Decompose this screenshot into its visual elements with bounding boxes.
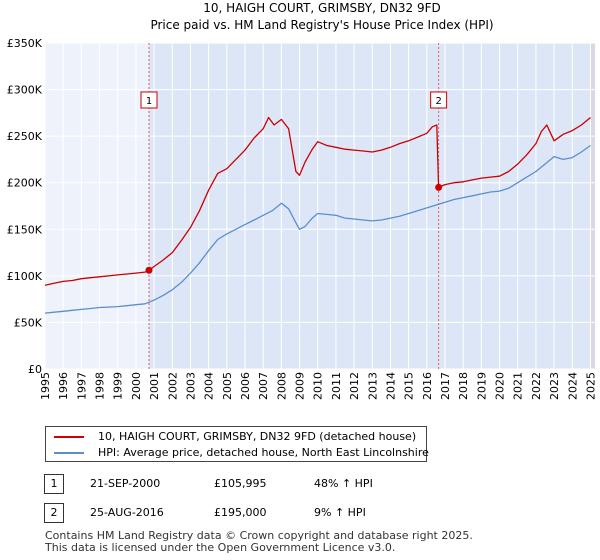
x-tick-label: 2000 — [130, 372, 143, 400]
x-tick-label: 1997 — [75, 372, 88, 400]
x-tick-label: 1996 — [57, 372, 70, 400]
x-tick-label: 2014 — [384, 372, 397, 400]
x-tick-label: 2012 — [348, 372, 361, 400]
x-tick-label: 2008 — [275, 372, 288, 400]
chart-title: 10, HAIGH COURT, GRIMSBY, DN32 9FD — [203, 1, 441, 15]
shaded-region — [438, 43, 595, 369]
x-tick-label: 2022 — [530, 372, 543, 400]
x-tick-label: 2018 — [457, 372, 470, 400]
x-tick-label: 2021 — [512, 372, 525, 400]
legend-label-property: 10, HAIGH COURT, GRIMSBY, DN32 9FD (deta… — [98, 430, 417, 443]
legend-swatch-property — [54, 436, 84, 438]
y-tick-label: £50K — [14, 316, 43, 329]
sale-point — [435, 183, 443, 191]
forecast-region — [590, 43, 595, 369]
axes: £0 £50K £100K £150K £200K £250K £300K £350K 1995… — [7, 37, 598, 400]
x-tick-label: 2006 — [239, 372, 252, 400]
sale-hpi-change: 48% ↑ HPI — [314, 477, 373, 490]
sale-marker-label: 1 — [146, 96, 152, 107]
x-tick-label: 2010 — [312, 372, 325, 400]
sale-marker-label: 2 — [435, 96, 441, 107]
y-tick-label: £100K — [7, 270, 43, 283]
x-tick-label: 2009 — [294, 372, 307, 400]
x-tick-label: 2016 — [421, 372, 434, 400]
y-tick-label: £250K — [7, 130, 43, 143]
sale-row: 1 21-SEP-2000 £105,995 48% ↑ HPI — [44, 474, 564, 494]
x-tick-label: 2013 — [366, 372, 379, 400]
sale-price: £195,000 — [214, 506, 267, 519]
x-tick-label: 2023 — [548, 372, 561, 400]
legend-swatch-hpi — [54, 452, 84, 454]
x-tick-label: 2007 — [257, 372, 270, 400]
footer: Contains HM Land Registry data © Crown c… — [45, 530, 473, 554]
sale-badge: 2 — [44, 503, 64, 523]
footer-copyright: Contains HM Land Registry data © Crown c… — [45, 529, 473, 542]
sale-date: 21-SEP-2000 — [90, 477, 161, 490]
sale-marker-box — [140, 91, 158, 109]
shaded-region — [149, 43, 439, 369]
y-tick-label: £200K — [7, 177, 43, 190]
x-tick-label: 2019 — [475, 372, 488, 400]
legend-label-hpi: HPI: Average price, detached house, Nort… — [98, 446, 429, 459]
x-tick-label: 2002 — [166, 372, 179, 400]
y-tick-label: £150K — [7, 223, 43, 236]
x-tick-label: 2003 — [184, 372, 197, 400]
x-tick-label: 2024 — [566, 372, 579, 400]
x-tick-label: 2017 — [439, 372, 452, 400]
sale-price: £105,995 — [214, 477, 267, 490]
x-tick-label: 2025 — [584, 372, 597, 400]
sale-badge: 1 — [44, 474, 64, 494]
y-tick-label: £300K — [7, 84, 43, 97]
x-tick-label: 1999 — [112, 372, 125, 400]
x-tick-label: 1995 — [39, 372, 52, 400]
grid — [44, 42, 595, 370]
series-line — [44, 116, 591, 286]
x-tick-label: 2005 — [221, 372, 234, 400]
x-tick-label: 2011 — [330, 372, 343, 400]
sale-row: 2 25-AUG-2016 £195,000 9% ↑ HPI — [44, 503, 564, 523]
sale-marker-box — [430, 91, 448, 109]
chart-subtitle: Price paid vs. HM Land Registry's House … — [150, 18, 493, 32]
series-line — [44, 144, 591, 314]
sale-point — [145, 266, 153, 274]
x-tick-label: 2004 — [203, 372, 216, 400]
sale-date: 25-AUG-2016 — [90, 506, 164, 519]
footer-licence: This data is licensed under the Open Gov… — [45, 541, 396, 554]
series-lines — [44, 116, 591, 314]
y-tick-label: £350K — [7, 37, 43, 50]
x-tick-label: 2001 — [148, 372, 161, 400]
y-tick-label: £0 — [28, 363, 42, 376]
legend: 10, HAIGH COURT, GRIMSBY, DN32 9FD (deta… — [45, 426, 429, 462]
x-tick-label: 2020 — [494, 372, 507, 400]
x-tick-label: 1998 — [94, 372, 107, 400]
x-tick-label: 2015 — [403, 372, 416, 400]
sale-hpi-change: 9% ↑ HPI — [314, 506, 366, 519]
